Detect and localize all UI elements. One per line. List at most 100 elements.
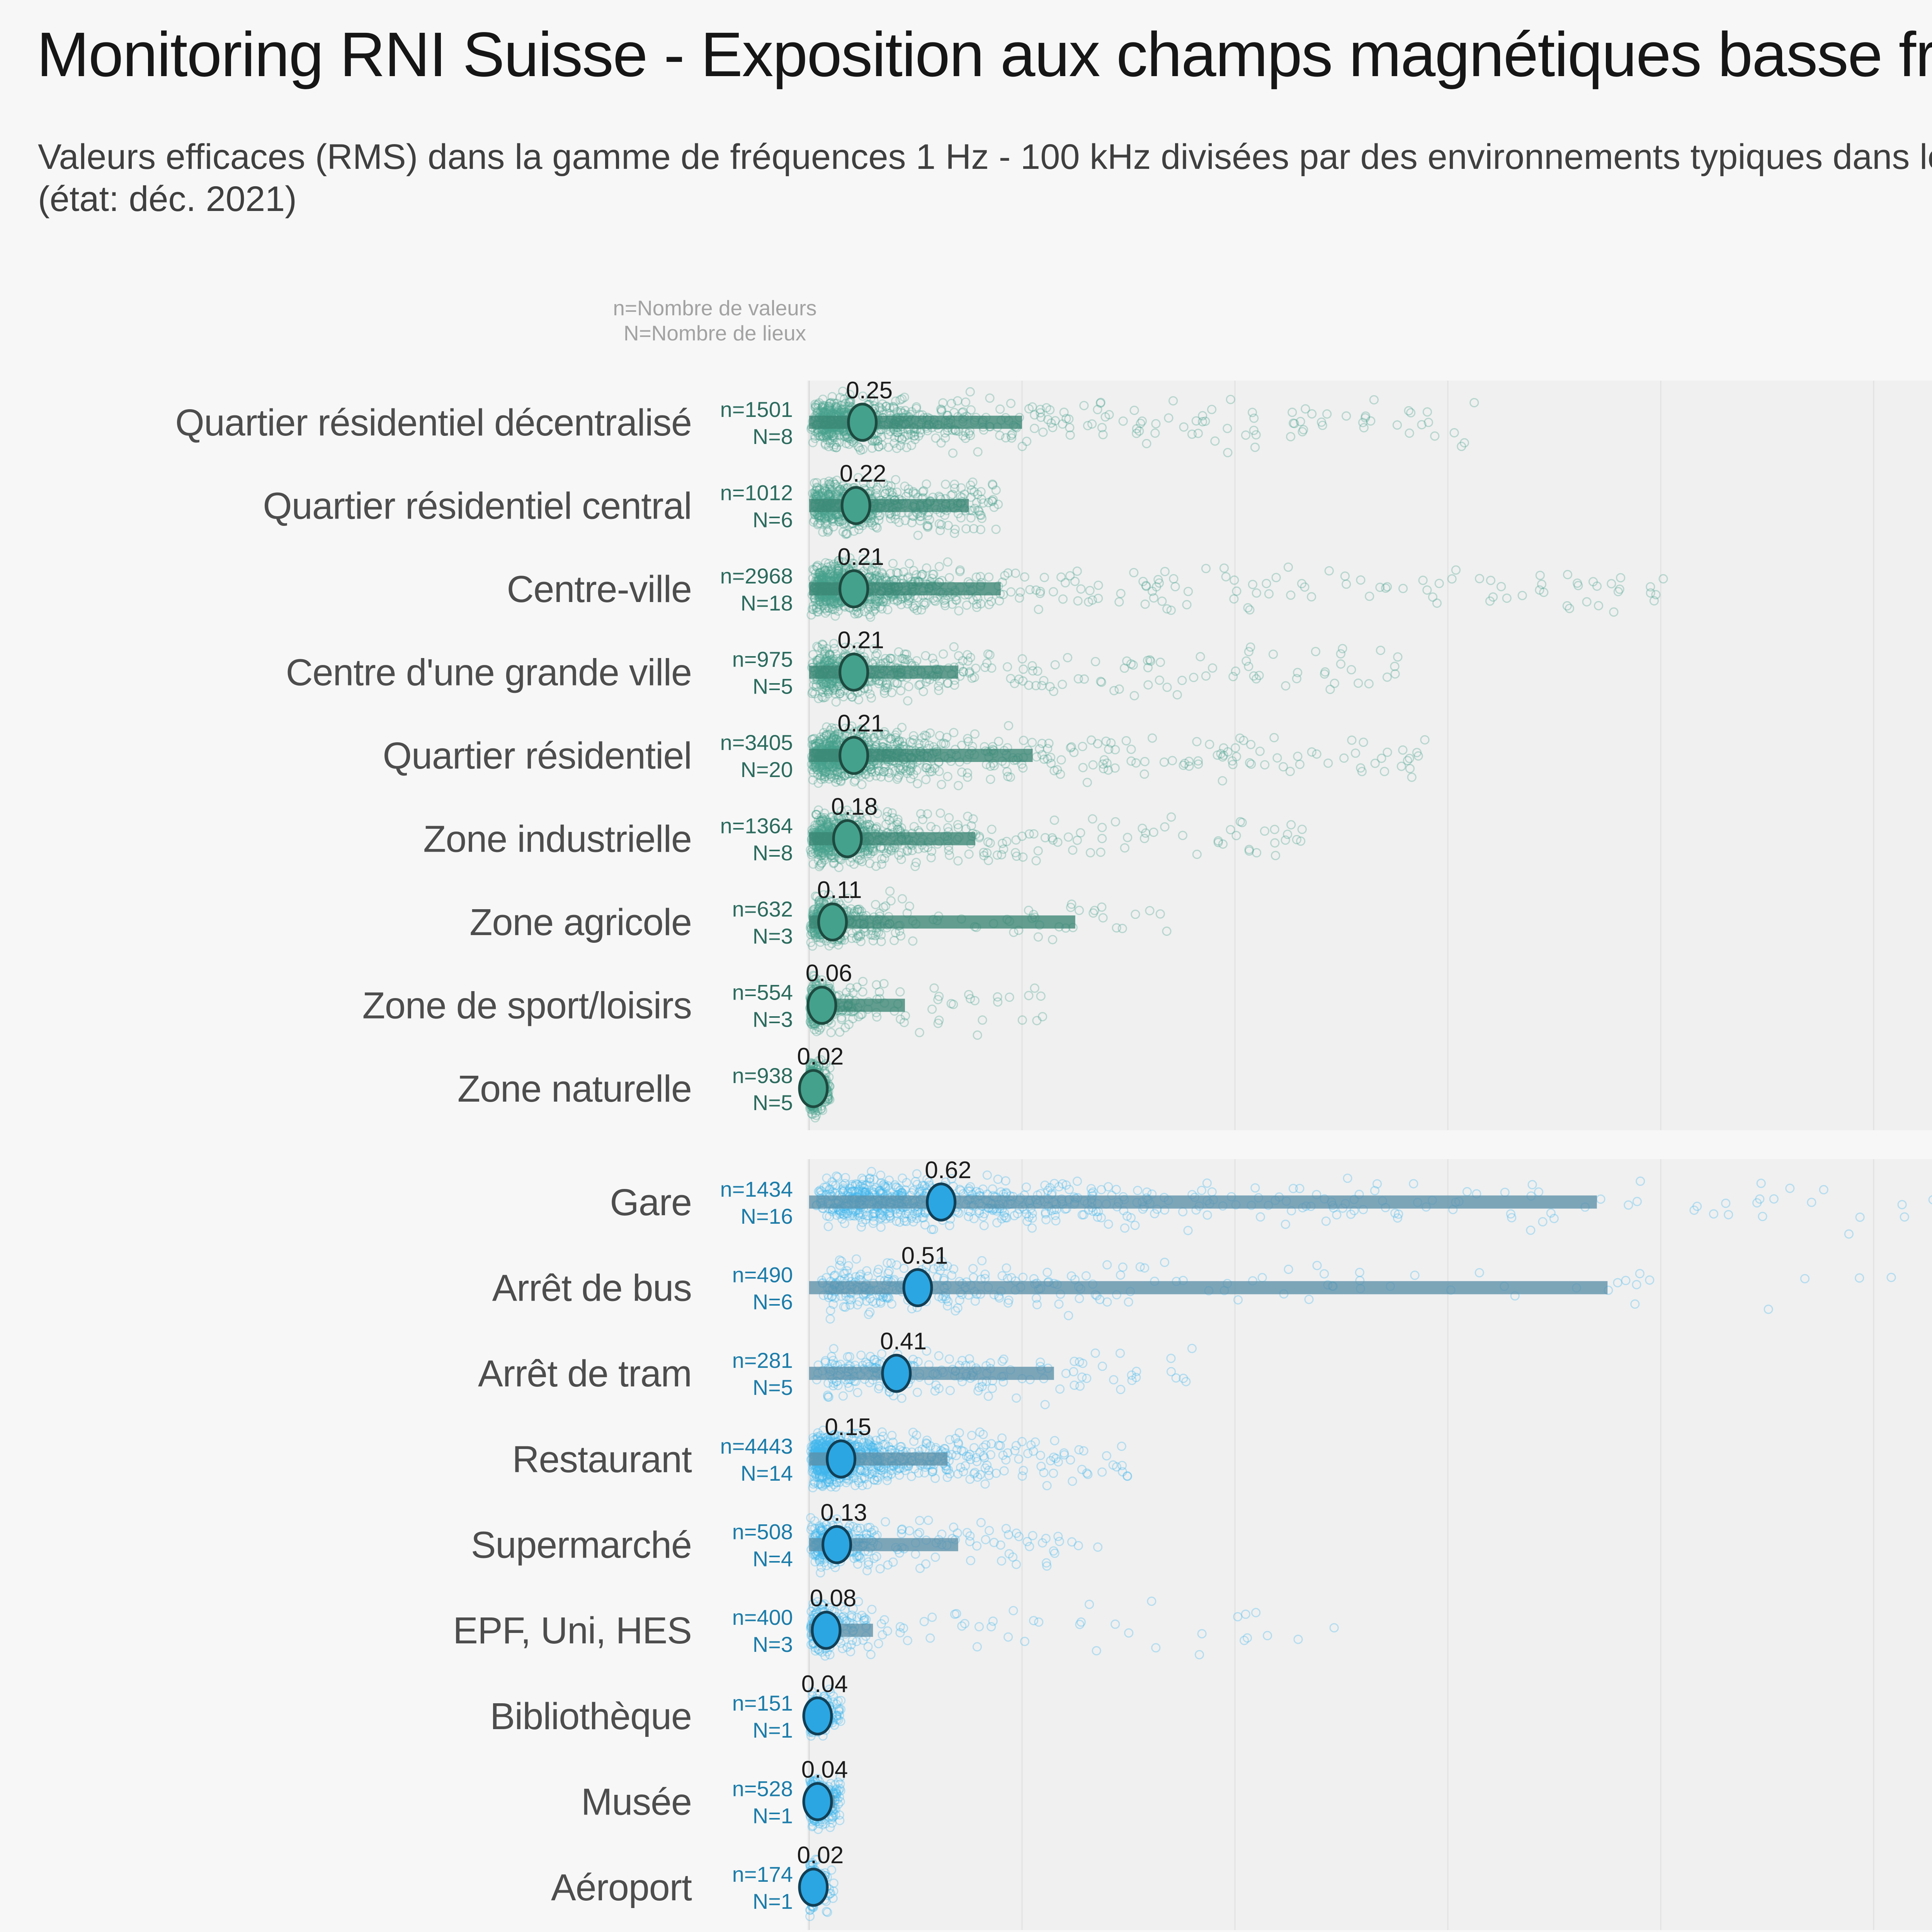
scatter-point	[938, 398, 948, 408]
scatter-point	[897, 394, 907, 404]
scatter-point	[831, 401, 841, 411]
scatter-point	[821, 406, 831, 415]
scatter-point	[838, 386, 848, 396]
scatter-point	[816, 406, 826, 416]
row-N-count: N=6	[753, 507, 793, 532]
scatter-point	[839, 405, 849, 414]
scatter-point	[827, 392, 837, 401]
scatter-point	[869, 396, 879, 406]
scatter-point	[824, 513, 834, 522]
scatter-point	[907, 518, 917, 527]
scatter-point	[1359, 423, 1369, 433]
scatter-point	[984, 498, 993, 507]
scatter-point	[832, 442, 841, 452]
scatter-point	[842, 432, 852, 442]
scatter-point	[845, 395, 854, 405]
scatter-point	[847, 437, 857, 446]
scatter-point	[1404, 406, 1413, 416]
scatter-point	[874, 442, 884, 452]
scatter-point	[825, 484, 835, 494]
scatter-point	[915, 516, 925, 526]
scatter-point	[1096, 398, 1105, 407]
scatter-point	[813, 407, 822, 417]
scatter-point	[845, 398, 854, 408]
scatter-point	[815, 398, 824, 408]
scatter-point	[824, 431, 833, 440]
scatter-point	[988, 495, 998, 504]
scatter-point	[1048, 423, 1058, 432]
scatter-point	[889, 402, 898, 412]
scatter-point	[1095, 398, 1105, 408]
scatter-point	[1168, 396, 1178, 406]
scatter-point	[845, 389, 855, 400]
scatter-point	[1132, 424, 1141, 434]
scatter-point	[822, 516, 832, 526]
scatter-point	[824, 430, 834, 439]
scatter-point	[1036, 408, 1045, 418]
scatter-point	[1164, 413, 1173, 423]
scatter-point	[885, 487, 895, 497]
scatter-point	[831, 489, 841, 498]
scatter-point	[841, 430, 851, 440]
scatter-point	[821, 440, 830, 450]
scatter-point	[824, 405, 833, 414]
scatter-point	[877, 440, 887, 450]
scatter-point	[888, 401, 898, 412]
scatter-point	[814, 513, 824, 523]
mean-dot	[847, 403, 878, 442]
scatter-point	[1423, 418, 1433, 427]
scatter-point	[891, 475, 900, 485]
scatter-point	[1457, 442, 1466, 451]
scatter-point	[810, 400, 820, 409]
scatter-point	[841, 529, 851, 539]
scatter-point	[823, 402, 833, 412]
scatter-point	[934, 519, 944, 529]
scatter-point	[832, 398, 842, 408]
mean-value-label: 0.21	[837, 710, 884, 737]
scatter-point	[1361, 413, 1370, 423]
scatter-point	[823, 527, 833, 537]
panel-background-1	[807, 1159, 1932, 1930]
scatter-point	[835, 393, 845, 402]
scatter-point	[1210, 436, 1220, 446]
scatter-point	[991, 485, 1001, 495]
scatter-point	[1007, 433, 1017, 443]
scatter-point	[854, 443, 864, 452]
scatter-point	[1030, 410, 1039, 420]
mean-dot	[838, 652, 869, 692]
scatter-point	[910, 435, 920, 444]
scatter-point	[1430, 431, 1440, 441]
scatter-point	[823, 490, 833, 499]
scatter-point	[840, 431, 849, 441]
scatter-point	[976, 487, 986, 497]
scatter-point	[896, 406, 906, 416]
scatter-point	[859, 478, 869, 488]
scatter-point	[906, 429, 916, 439]
scatter-point	[1065, 423, 1075, 432]
scatter-point	[885, 403, 895, 413]
scatter-point	[1249, 425, 1259, 435]
scatter-point	[916, 428, 925, 438]
scatter-point	[824, 429, 833, 439]
scatter-point	[842, 529, 852, 539]
scatter-point	[813, 400, 823, 409]
scatter-point	[1369, 395, 1379, 405]
scatter-point	[961, 524, 971, 534]
scatter-point	[940, 480, 951, 489]
scatter-point	[818, 395, 828, 404]
scatter-point	[1151, 419, 1161, 429]
scatter-point	[965, 387, 975, 397]
scatter-point	[1187, 429, 1197, 439]
scatter-point	[966, 513, 976, 523]
mean-value-label: 0.25	[846, 377, 893, 404]
scatter-point	[896, 440, 905, 451]
scatter-point	[820, 406, 830, 417]
scatter-point	[1043, 415, 1053, 424]
scatter-point	[822, 429, 832, 439]
scatter-point	[1042, 403, 1051, 413]
scatter-point	[1366, 416, 1376, 426]
scatter-point	[834, 515, 844, 524]
scatter-point	[943, 520, 953, 530]
scatter-point	[892, 444, 902, 453]
scatter-point	[902, 443, 912, 452]
